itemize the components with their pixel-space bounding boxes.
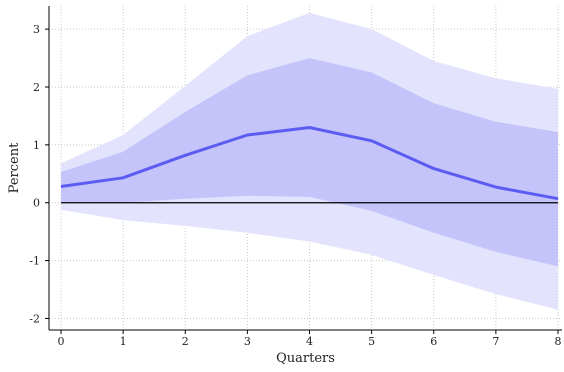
x-tick-label: 0 [58, 335, 65, 348]
y-tick-label: -2 [29, 312, 40, 325]
y-tick-labels: -2 -1 0 1 2 3 [29, 23, 49, 325]
x-tick-label: 8 [555, 335, 562, 348]
series-line [60, 126, 559, 201]
x-tick-labels: 0 1 2 3 4 5 6 7 8 [58, 330, 562, 348]
x-axis-label: Quarters [276, 351, 335, 366]
confidence-bands [61, 12, 558, 310]
x-tick-label: 6 [430, 335, 437, 348]
y-tick-label: -1 [29, 255, 40, 268]
x-tick-label: 5 [368, 335, 375, 348]
inner-band [61, 58, 558, 267]
x-tick-label: 4 [306, 335, 313, 348]
x-tick-label: 1 [120, 335, 127, 348]
axes [48, 6, 562, 331]
y-tick-label: 0 [33, 197, 40, 210]
y-axis-label: Percent [7, 142, 22, 193]
y-tick-label: 3 [33, 23, 40, 36]
y-tick-label: 1 [33, 139, 40, 152]
x-tick-label: 3 [244, 335, 251, 348]
y-tick-label: 2 [33, 81, 40, 94]
x-tick-label: 2 [182, 335, 189, 348]
x-tick-label: 7 [492, 335, 499, 348]
